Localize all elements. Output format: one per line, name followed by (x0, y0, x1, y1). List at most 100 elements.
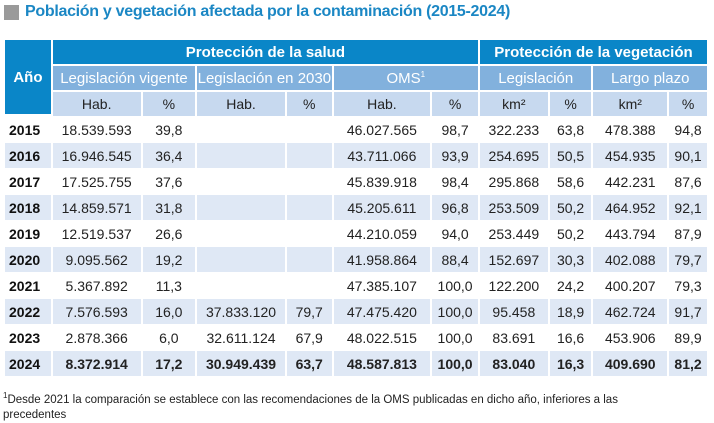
table-cell: 37.833.120 (197, 298, 285, 324)
table-cell (286, 220, 332, 246)
table-cell (197, 246, 285, 272)
table-cell: 79,7 (286, 298, 332, 324)
table-cell: 253.509 (479, 194, 548, 220)
table-cell: 462.724 (593, 298, 668, 324)
table-cell: 100,0 (432, 350, 478, 376)
table-cell: 454.935 (593, 142, 668, 168)
header-year: Año (5, 40, 51, 116)
table-cell: 442.231 (593, 168, 668, 194)
table-cell (197, 194, 285, 220)
table-cell: 88,4 (432, 246, 478, 272)
header-sub: Legislación en 2030 (197, 66, 332, 92)
table-cell: 30,3 (549, 246, 592, 272)
row-year: 2020 (5, 246, 51, 272)
table-cell: 322.233 (479, 116, 548, 142)
row-year: 2024 (5, 350, 51, 376)
table-cell: 83.040 (479, 350, 548, 376)
table-cell: 46.027.565 (333, 116, 431, 142)
table-cell: 16,6 (549, 324, 592, 350)
table-cell: 16.946.545 (52, 142, 141, 168)
row-year: 2019 (5, 220, 51, 246)
table-cell: 67,9 (286, 324, 332, 350)
title-square-icon (4, 4, 19, 20)
table-cell: 32.611.124 (197, 324, 285, 350)
table-cell: 443.794 (593, 220, 668, 246)
table-cell: 26,6 (142, 220, 196, 246)
row-year: 2016 (5, 142, 51, 168)
table-cell: 453.906 (593, 324, 668, 350)
table-cell: 58,6 (549, 168, 592, 194)
header-unit: Hab. (333, 92, 431, 116)
header-unit: % (669, 92, 707, 116)
page-title: Población y vegetación afectada por la c… (4, 3, 510, 21)
table-row: 2023 2.878.366 6,0 32.611.124 67,9 48.022.515… (5, 324, 707, 350)
header-sub: Largo plazo (593, 66, 707, 92)
table-cell: 409.690 (593, 350, 668, 376)
table-cell: 100,0 (432, 324, 478, 350)
header-sub: Legislación (479, 66, 592, 92)
table-cell (197, 116, 285, 142)
table-cell: 37,6 (142, 168, 196, 194)
table-cell: 98,4 (432, 168, 478, 194)
table-cell: 50,5 (549, 142, 592, 168)
table-cell: 18,9 (549, 298, 592, 324)
table-cell: 39,8 (142, 116, 196, 142)
table-cell: 14.859.571 (52, 194, 141, 220)
table-cell: 6,0 (142, 324, 196, 350)
header-unit: % (286, 92, 332, 116)
table-cell: 94,8 (669, 116, 707, 142)
table-row: 2020 9.095.562 19,2 41.958.864 88,4 152.697 30… (5, 246, 707, 272)
header-unit: % (432, 92, 478, 116)
header-sub: Legislación vigente (52, 66, 196, 92)
table-cell (197, 168, 285, 194)
row-year: 2017 (5, 168, 51, 194)
table-cell: 79,7 (669, 246, 707, 272)
table-cell: 17,2 (142, 350, 196, 376)
table-cell: 91,7 (669, 298, 707, 324)
row-year: 2021 (5, 272, 51, 298)
header-unit: km² (593, 92, 668, 116)
table-cell: 2.878.366 (52, 324, 141, 350)
table-cell: 295.868 (479, 168, 548, 194)
table-cell: 8.372.914 (52, 350, 141, 376)
table-row: 2018 14.859.571 31,8 45.205.611 96,8 253.509 5… (5, 194, 707, 220)
title-text: Población y vegetación afectada por la c… (25, 3, 510, 20)
header-sub: OMS1 (333, 66, 478, 92)
table-cell: 16,0 (142, 298, 196, 324)
table-row: 2019 12.519.537 26,6 44.210.059 94,0 253.449 5… (5, 220, 707, 246)
table-cell (286, 116, 332, 142)
table-cell: 12.519.537 (52, 220, 141, 246)
table-cell: 19,2 (142, 246, 196, 272)
header-unit: % (549, 92, 592, 116)
table-cell: 41.958.864 (333, 246, 431, 272)
table-cell: 92,1 (669, 194, 707, 220)
table-cell: 254.695 (479, 142, 548, 168)
header-health: Protección de la salud (52, 40, 478, 66)
table-cell (286, 272, 332, 298)
table-cell: 45.205.611 (333, 194, 431, 220)
table-cell: 98,7 (432, 116, 478, 142)
header-unit: Hab. (52, 92, 141, 116)
table-cell: 7.576.593 (52, 298, 141, 324)
row-year: 2018 (5, 194, 51, 220)
table-row: 2017 17.525.755 37,6 45.839.918 98,4 295.868 5… (5, 168, 707, 194)
table-cell: 36,4 (142, 142, 196, 168)
row-year: 2022 (5, 298, 51, 324)
table-cell: 17.525.755 (52, 168, 141, 194)
header-unit: % (142, 92, 196, 116)
table-cell: 44.210.059 (333, 220, 431, 246)
table-cell (286, 246, 332, 272)
table-cell: 9.095.562 (52, 246, 141, 272)
table-cell: 50,2 (549, 220, 592, 246)
table-cell: 83.691 (479, 324, 548, 350)
header-unit: Hab. (197, 92, 285, 116)
table-cell: 43.711.066 (333, 142, 431, 168)
table-cell: 79,3 (669, 272, 707, 298)
table-row: 2024 8.372.914 17,2 30.949.439 63,7 48.587.81… (5, 350, 707, 376)
table-cell: 63,8 (549, 116, 592, 142)
header-vegetation: Protección de la vegetación (479, 40, 707, 66)
table-cell (197, 220, 285, 246)
header-unit: km² (479, 92, 548, 116)
table-cell: 253.449 (479, 220, 548, 246)
table-cell: 16,3 (549, 350, 592, 376)
